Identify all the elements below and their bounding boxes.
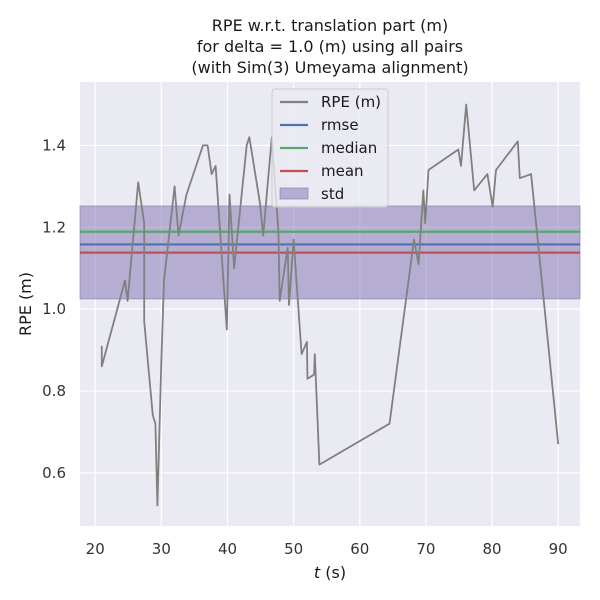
y-tick-label: 0.8 bbox=[42, 382, 66, 400]
x-axis-label-unit: (s) bbox=[320, 563, 346, 582]
legend-label: rmse bbox=[321, 116, 359, 134]
x-tick-label: 40 bbox=[218, 540, 237, 558]
y-axis-label: RPE (m) bbox=[16, 272, 35, 336]
legend-label: RPE (m) bbox=[321, 93, 381, 111]
y-tick-label: 1.0 bbox=[42, 300, 66, 318]
legend-label: median bbox=[321, 139, 377, 157]
chart-title-line-2: for delta = 1.0 (m) using all pairs bbox=[197, 37, 463, 56]
y-tick-label: 0.6 bbox=[42, 464, 66, 482]
chart-title-line-3: (with Sim(3) Umeyama alignment) bbox=[191, 58, 468, 77]
y-tick-label: 1.2 bbox=[42, 218, 66, 236]
x-tick-label: 20 bbox=[86, 540, 105, 558]
chart-title-line-1: RPE w.r.t. translation part (m) bbox=[212, 16, 448, 35]
x-axis-label: t (s) bbox=[314, 563, 346, 582]
x-tick-label: 50 bbox=[284, 540, 303, 558]
x-tick-label: 70 bbox=[416, 540, 435, 558]
x-tick-label: 90 bbox=[549, 540, 568, 558]
x-tick-label: 60 bbox=[350, 540, 369, 558]
x-tick-label: 80 bbox=[482, 540, 501, 558]
legend-label: mean bbox=[321, 162, 364, 180]
legend-swatch-std bbox=[280, 188, 308, 199]
legend-label: std bbox=[321, 185, 344, 203]
legend: RPE (m) rmse median mean std bbox=[272, 89, 388, 207]
x-tick-label: 30 bbox=[152, 540, 171, 558]
y-tick-label: 1.4 bbox=[42, 136, 66, 154]
